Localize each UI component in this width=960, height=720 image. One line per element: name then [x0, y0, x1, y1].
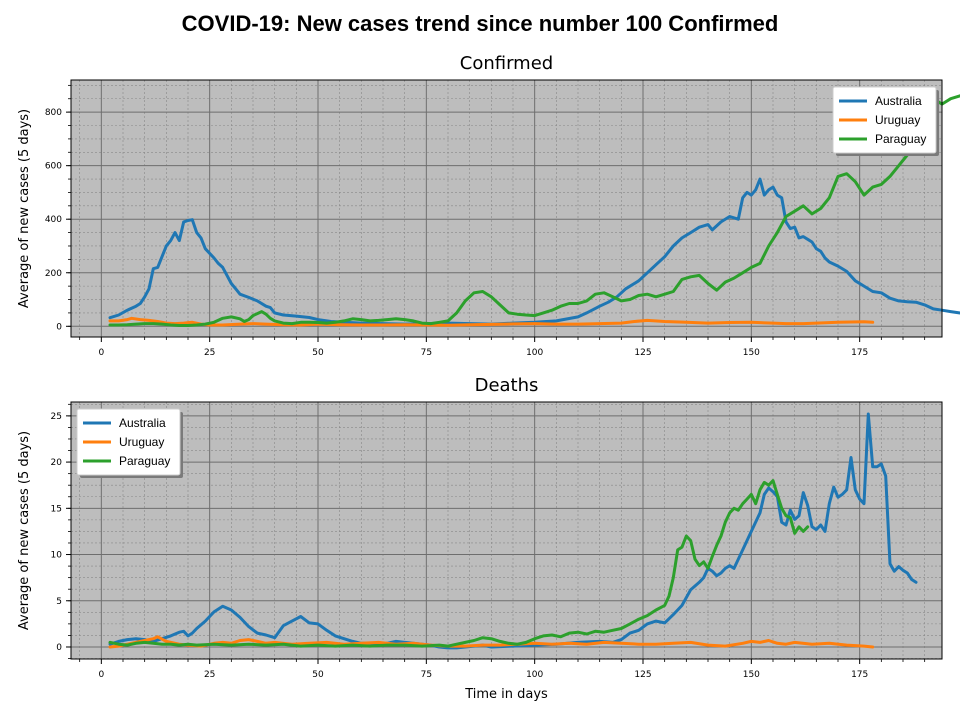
chart-0-legend: Australia Uruguay Paraguay: [832, 86, 939, 156]
chart-0-legend-box: [832, 86, 937, 154]
chart-0-y-tick-label: 600: [45, 162, 62, 172]
chart-1-x-tick-label: 0: [98, 670, 104, 680]
chart-0-title: Confirmed: [460, 53, 553, 74]
chart-0-x-tick-label: 125: [634, 348, 651, 358]
chart-1-y-axis-label: Average of new cases (5 days): [17, 431, 32, 630]
chart-1-plot-area: [71, 402, 942, 659]
chart-1-legend-label-paraguay: Paraguay: [119, 454, 170, 468]
chart-1-y-tick-label: 20: [51, 458, 63, 468]
chart-0-y-axis-label: Average of new cases (5 days): [17, 109, 32, 308]
chart-0-x-tick-label: 50: [312, 348, 324, 358]
chart-1-x-tick-label: 50: [312, 670, 324, 680]
chart-1-legend: Australia Uruguay Paraguay: [76, 408, 183, 478]
chart-1-y-tick-label: 15: [51, 504, 62, 514]
chart-0-x-tick-label: 150: [743, 348, 760, 358]
chart-1-x-tick-label: 100: [526, 670, 543, 680]
chart-0-legend-label-uruguay: Uruguay: [875, 113, 920, 127]
chart-1-x-tick-label: 125: [634, 670, 651, 680]
chart-0-x-tick-label: 25: [204, 348, 215, 358]
chart-0-x-tick-label: 0: [98, 348, 104, 358]
confirmed-panel: 0 25 50 75 100 125 150 175 0 200 400 600 800 Confirme…: [17, 53, 960, 358]
chart-0-y-tick-label: 800: [45, 108, 62, 118]
chart-0-y-tick-label: 200: [45, 269, 62, 279]
chart-0-plot-area: [71, 80, 942, 337]
chart-0-y-tick-label: 0: [56, 322, 62, 332]
chart-1-x-tick-label: 25: [204, 670, 215, 680]
chart-1-y-tick-label: 10: [51, 551, 63, 561]
chart-1-major-grid: [71, 402, 942, 659]
chart-0-x-tick-label: 75: [421, 348, 432, 358]
chart-1-x-tick-label: 150: [743, 670, 760, 680]
chart-1-axes-frame: [70, 401, 943, 660]
chart-1-y-tick-label: 0: [56, 643, 62, 653]
chart-1-minor-grid: [71, 402, 942, 659]
chart-1-legend-label-australia: Australia: [119, 416, 166, 430]
chart-1-title: Deaths: [475, 375, 539, 396]
figure-title: COVID-19: New cases trend since number 1…: [182, 11, 779, 36]
chart-1-legend-label-uruguay: Uruguay: [119, 435, 164, 449]
deaths-panel: 0 25 50 75 100 125 150 175 0 5 10 15 20 25 Deaths Avera…: [17, 375, 943, 702]
chart-0-legend-label-paraguay: Paraguay: [875, 132, 926, 146]
chart-0-axes-frame: [70, 79, 943, 338]
chart-0-series-paraguay-line: [108, 94, 960, 327]
chart-1-series-paraguay-line: [108, 479, 810, 648]
chart-0-major-grid: [71, 80, 942, 337]
chart-0-y-tick-label: 400: [45, 215, 62, 225]
chart-0-x-tick-label: 100: [526, 348, 543, 358]
chart-1-x-tick-label: 175: [851, 670, 868, 680]
chart-1-legend-box: [76, 408, 181, 476]
chart-1-y-tick-label: 5: [56, 597, 62, 607]
chart-0-x-tick-label: 175: [851, 348, 868, 358]
chart-0-series-australia-line: [108, 177, 960, 326]
chart-1-series-australia-line: [108, 412, 918, 650]
chart-1-x-axis-label: Time in days: [464, 687, 548, 702]
chart-1-y-tick-label: 25: [51, 412, 62, 422]
chart-0-legend-label-australia: Australia: [875, 94, 922, 108]
chart-1-x-tick-label: 75: [421, 670, 432, 680]
chart-0-series-uruguay-line: [108, 316, 875, 327]
